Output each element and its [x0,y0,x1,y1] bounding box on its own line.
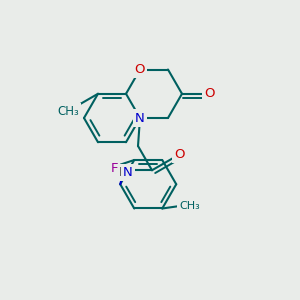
Text: O: O [205,87,215,100]
Text: N: N [135,112,145,124]
Text: CH₃: CH₃ [179,201,200,211]
Text: H: H [112,166,122,179]
Text: N: N [123,166,133,179]
Text: CH₃: CH₃ [57,105,79,118]
Text: O: O [174,148,184,161]
Text: O: O [135,63,145,76]
Text: F: F [111,162,118,175]
